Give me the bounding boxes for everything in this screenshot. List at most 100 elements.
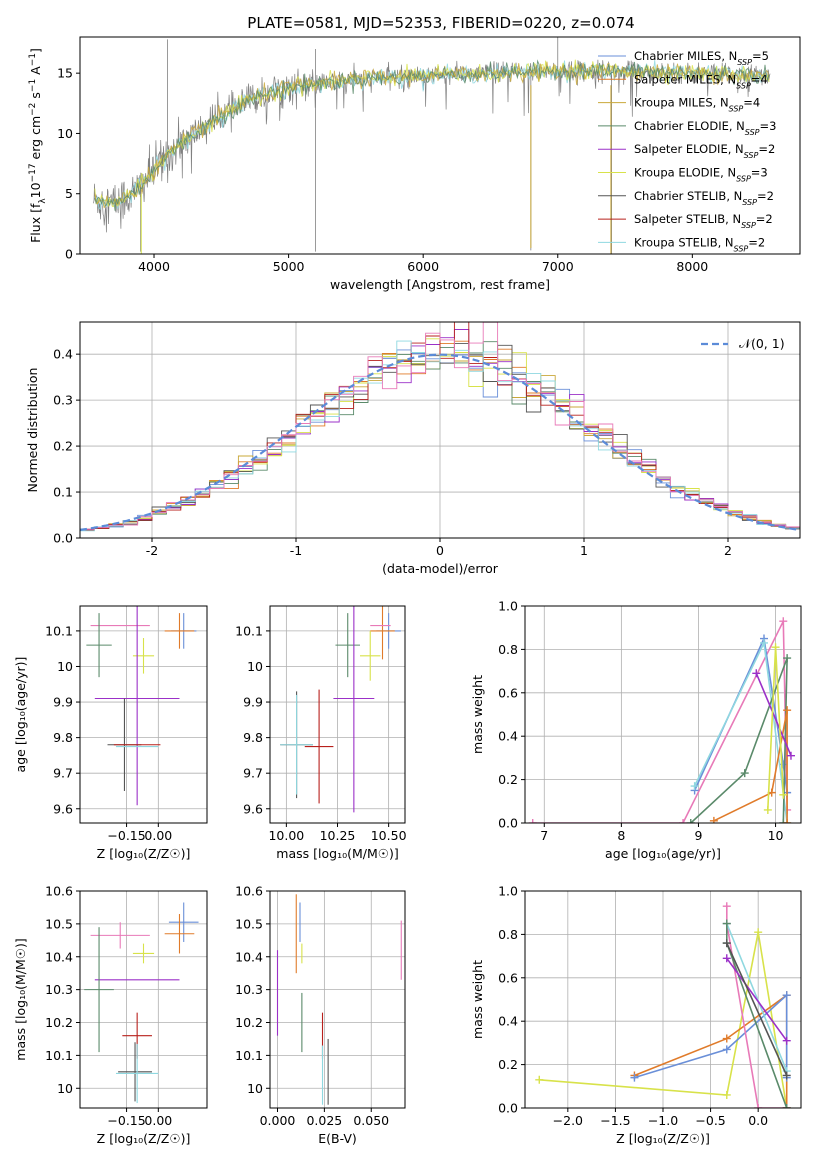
y-axis-label-part: Flux [f bbox=[28, 203, 43, 243]
legend-label: 𝒩(0, 1) bbox=[739, 336, 785, 351]
y-axis-label-part: 10 bbox=[28, 182, 43, 198]
x-tick-label: 0 bbox=[436, 543, 444, 558]
x-tick-label: −0.5 bbox=[695, 1113, 725, 1128]
legend-label-sub: SSP bbox=[729, 104, 744, 113]
y-tick-label: 1.0 bbox=[498, 599, 518, 614]
mass-weight-marker bbox=[779, 617, 788, 626]
mass-weight-marker bbox=[783, 654, 792, 663]
y-tick-label: 10.1 bbox=[235, 1048, 263, 1063]
mass-weight-marker bbox=[783, 706, 792, 715]
legend-label-count: =2 bbox=[757, 189, 774, 203]
x-axis-label: (data-model)/error bbox=[382, 561, 499, 576]
panel-mass_vs_Z: −0.150.00 10 10.1 10.2 10.3 10.4 10.5 10.6 Z [lo… bbox=[13, 884, 208, 1146]
panel-age_vs_Z: −0.150.00 9.6 9.7 9.8 9.9 10 10.1 Z [log₁₀(Z/Z☉… bbox=[13, 605, 208, 861]
x-tick-label: 0.000 bbox=[260, 1113, 296, 1128]
y-axis-label-part: −17 bbox=[28, 163, 38, 182]
y-tick-label: 9.7 bbox=[243, 766, 263, 781]
x-tick-label: 10.25 bbox=[320, 828, 356, 843]
y-tick-label: 10.4 bbox=[45, 949, 73, 964]
axes-frame bbox=[524, 890, 802, 1109]
x-axis-label: Z [log₁₀(Z/Z☉)] bbox=[97, 1131, 191, 1146]
y-tick-label: 0.3 bbox=[53, 393, 73, 408]
y-tick-label: 10 bbox=[247, 1081, 263, 1096]
mass-weight-marker bbox=[779, 760, 788, 769]
x-tick-label: −2.0 bbox=[553, 1113, 583, 1128]
x-axis-label: Z [log₁₀(Z/Z☉)] bbox=[616, 1131, 710, 1146]
legend-label-count: =4 bbox=[743, 96, 760, 110]
x-tick-label: 4000 bbox=[138, 259, 170, 274]
mass-weight-marker bbox=[686, 819, 695, 823]
mass-weight-marker bbox=[752, 669, 761, 678]
y-tick-label: 10.1 bbox=[45, 623, 73, 638]
x-tick-label: 7 bbox=[540, 828, 548, 843]
mass-weight-marker bbox=[779, 790, 788, 799]
legend-label-text: Kroupa MILES, N bbox=[634, 96, 729, 110]
x-tick-label: 2 bbox=[724, 543, 732, 558]
y-axis-label-part: erg cm bbox=[28, 116, 43, 164]
legend-label-sub: SSP bbox=[741, 221, 756, 230]
legend-label-sub: SSP bbox=[744, 151, 759, 160]
y-tick-label: 10 bbox=[57, 659, 73, 674]
y-tick-label: 0.6 bbox=[498, 970, 518, 985]
mass-weight-marker bbox=[709, 816, 718, 823]
y-tick-label: 9.9 bbox=[53, 695, 73, 710]
mass-weight-marker bbox=[722, 954, 731, 963]
x-tick-label: 9 bbox=[694, 828, 702, 843]
axes-frame bbox=[269, 890, 406, 1109]
legend-label: Chabrier ELODIE, NSSP=3 bbox=[634, 119, 776, 137]
normal-curve bbox=[80, 353, 798, 531]
legend-label-sub: SSP bbox=[736, 174, 751, 183]
y-tick-label: 10 bbox=[247, 659, 263, 674]
legend-label: Salpeter ELODIE, NSSP=2 bbox=[634, 142, 775, 160]
legend-label-count: =5 bbox=[752, 49, 769, 63]
axes-frame bbox=[79, 321, 801, 539]
y-tick-label: 0.4 bbox=[498, 729, 518, 744]
y-tick-label: 0.0 bbox=[498, 1101, 518, 1116]
axes-frame bbox=[524, 605, 802, 824]
x-tick-label: -1 bbox=[290, 543, 302, 558]
mass-weight-marker bbox=[759, 638, 768, 647]
mass-weight-marker bbox=[722, 1090, 731, 1099]
y-tick-label: 0.8 bbox=[498, 642, 518, 657]
y-tick-label: 0.4 bbox=[53, 347, 73, 362]
spectrum-model-line bbox=[94, 61, 770, 209]
y-tick-label: 10.3 bbox=[235, 982, 263, 997]
legend-label-count: =3 bbox=[751, 166, 768, 180]
legend-label: Kroupa MILES, NSSP=4 bbox=[634, 96, 760, 114]
x-axis-label: Z [log₁₀(Z/Z☉)] bbox=[97, 846, 191, 861]
x-tick-label: 0.050 bbox=[353, 1113, 389, 1128]
legend-label-count: =3 bbox=[760, 119, 777, 133]
legend-label-text: Kroupa STELIB, N bbox=[634, 235, 734, 249]
axes-frame bbox=[269, 605, 406, 824]
y-tick-label: 10.5 bbox=[45, 916, 73, 931]
y-tick-label: 0.8 bbox=[498, 927, 518, 942]
mass-weight-marker bbox=[722, 1045, 731, 1054]
mass-weight-marker bbox=[754, 1104, 763, 1108]
y-axis-label: mass weight bbox=[470, 960, 485, 1039]
mass-weight-marker bbox=[535, 1075, 544, 1084]
y-tick-label: 10.6 bbox=[235, 884, 263, 899]
x-tick-label: −0.15 bbox=[107, 1113, 145, 1128]
mass-weight-marker bbox=[786, 751, 795, 760]
y-tick-label: 0.2 bbox=[53, 439, 73, 454]
y-axis-label: mass weight bbox=[470, 675, 485, 754]
y-tick-label: 0.4 bbox=[498, 1014, 518, 1029]
x-tick-label: 8 bbox=[617, 828, 625, 843]
mass-weight-marker bbox=[722, 902, 731, 911]
mass-weight-marker bbox=[722, 919, 731, 928]
legend-label-count: =2 bbox=[756, 212, 773, 226]
legend-label-sub: SSP bbox=[745, 127, 760, 136]
y-axis-label: Flux [fλ10−17 erg cm−2 s−1 A−1] bbox=[28, 48, 48, 243]
mass-weight-marker bbox=[771, 643, 780, 652]
legend-label-count: =2 bbox=[748, 235, 765, 249]
legend-label-sub: SSP bbox=[736, 81, 751, 90]
x-tick-label: -2 bbox=[146, 543, 158, 558]
x-axis-label: mass [log₁₀(M/M☉)] bbox=[276, 846, 398, 861]
legend-label-text: Chabrier MILES, N bbox=[634, 49, 737, 63]
y-tick-label: 0.2 bbox=[498, 1057, 518, 1072]
mass-weight-marker bbox=[782, 1104, 791, 1108]
y-tick-label: 10.4 bbox=[235, 949, 263, 964]
legend-label-text: Kroupa ELODIE, N bbox=[634, 166, 736, 180]
legend-label: Kroupa ELODIE, NSSP=3 bbox=[634, 166, 768, 184]
mass-weight-line bbox=[634, 993, 788, 1079]
